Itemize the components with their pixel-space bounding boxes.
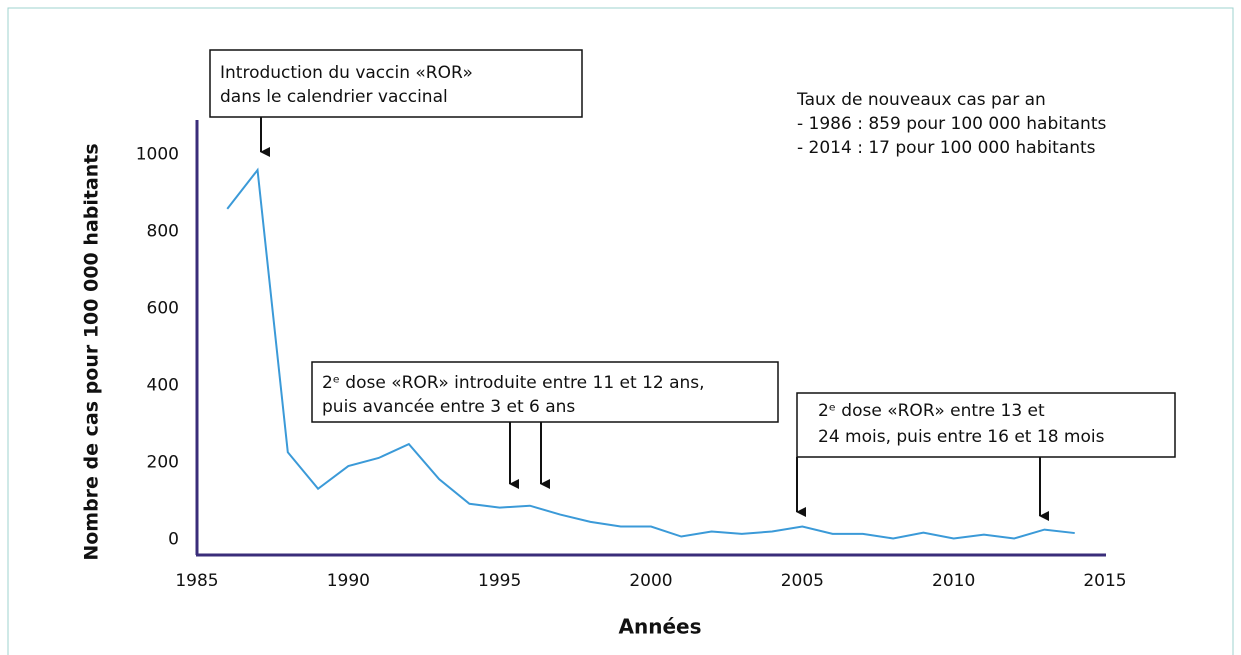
data-line (226, 167, 1075, 540)
x-tick-label: 2010 (932, 571, 975, 591)
x-tick-label: 1990 (327, 571, 370, 591)
x-tick-label: 1995 (478, 571, 521, 591)
note-text: - 1986 : 859 pour 100 000 habitants (797, 114, 1106, 134)
annotation-text: 24 mois, puis entre 16 et 18 mois (818, 427, 1105, 447)
annotation-text: 2ᵉ dose «ROR» entre 13 et (818, 401, 1045, 421)
annotation-text: 2ᵉ dose «ROR» introduite entre 11 et 12 … (322, 373, 705, 393)
y-tick-label: 200 (147, 453, 179, 473)
y-tick-label: 0 (168, 530, 179, 550)
x-tick-label: 2000 (629, 571, 672, 591)
y-tick-label: 600 (147, 299, 179, 319)
y-tick-label: 400 (147, 376, 179, 396)
annotation-text: puis avancée entre 3 et 6 ans (322, 397, 575, 417)
y-tick-label: 1000 (136, 145, 179, 165)
annotation-text: Introduction du vaccin «ROR» (220, 63, 473, 83)
x-tick-label: 2015 (1083, 571, 1126, 591)
annotation-box (311, 361, 779, 423)
x-axis-label: Années (619, 615, 702, 639)
y-axis-label: Nombre de cas pour 100 000 habitants (81, 143, 103, 560)
x-tick-label: 1985 (175, 571, 218, 591)
annotation-text: dans le calendrier vaccinal (220, 87, 448, 107)
annotation-box (209, 49, 583, 118)
x-tick-label: 2005 (781, 571, 824, 591)
annotation-box (796, 392, 1176, 458)
note-text: Taux de nouveaux cas par an (796, 90, 1046, 110)
y-tick-label: 800 (147, 222, 179, 242)
frame (7, 7, 1234, 655)
note-text: - 2014 : 17 pour 100 000 habitants (797, 138, 1096, 158)
